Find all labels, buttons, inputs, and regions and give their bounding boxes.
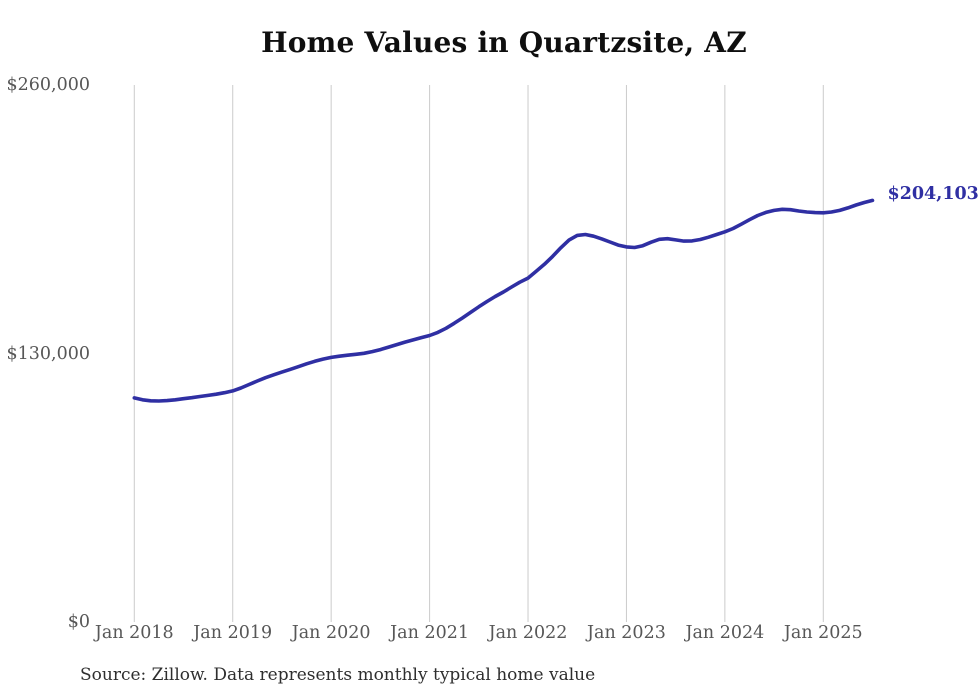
chart-title: Home Values in Quartzsite, AZ [261, 26, 747, 59]
last-value-label: $204,103 [887, 184, 979, 205]
x-axis-tick-label: Jan 2023 [587, 623, 666, 643]
y-axis-tick-label: $130,000 [6, 343, 90, 364]
x-axis-tick-label: Jan 2021 [390, 623, 469, 643]
x-axis-tick-label: Jan 2020 [291, 623, 371, 643]
source-note: Source: Zillow. Data represents monthly … [80, 665, 596, 685]
x-axis-tick-label: Jan 2022 [488, 623, 568, 643]
y-axis-tick-label: $0 [67, 612, 90, 632]
y-axis-tick-label: $260,000 [6, 75, 90, 95]
x-axis-tick-label: Jan 2024 [685, 623, 765, 643]
x-axis-tick-label: Jan 2018 [94, 623, 174, 643]
gridlines [133, 85, 824, 622]
x-axis-tick-label: Jan 2019 [193, 623, 273, 643]
x-axis-tick-label: Jan 2025 [783, 623, 863, 643]
home-value-line-series [132, 198, 875, 403]
